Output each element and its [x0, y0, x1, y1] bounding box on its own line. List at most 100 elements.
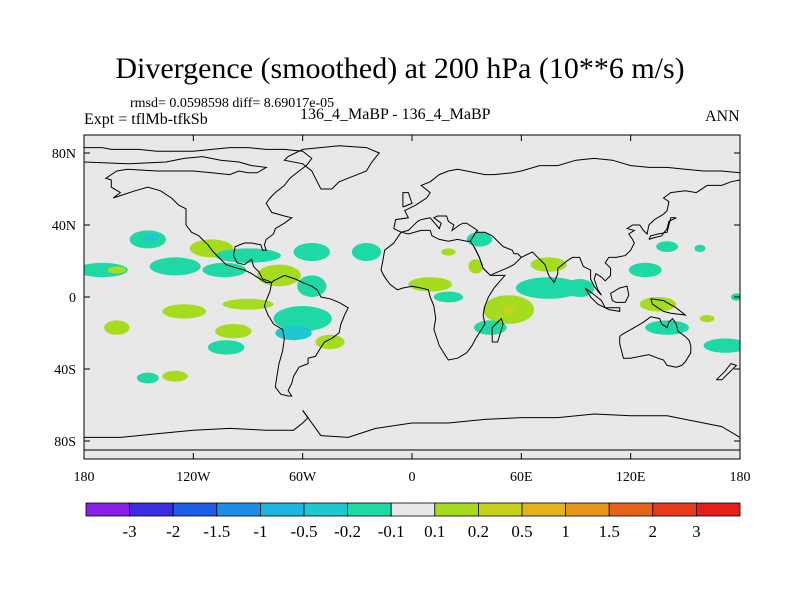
colorbar-label-9: 0.5 [511, 522, 532, 541]
contour-blob-9 [293, 243, 330, 261]
coastline-16 [584, 287, 607, 309]
coastline-19 [491, 317, 504, 343]
colorbar-label-8: 0.2 [468, 522, 489, 541]
season-label: ANN [705, 108, 740, 125]
contour-blob-38 [694, 244, 706, 252]
coastline-layer [84, 145, 740, 451]
colorbar-label-7: 0.1 [424, 522, 445, 541]
y-tick-label-4: 80S [54, 435, 76, 450]
coastline-17 [610, 285, 630, 303]
coastline-6 [473, 231, 523, 277]
x-axis: 180 120W 60W 0 60E 120E 180 [74, 135, 751, 485]
coastline-0 [84, 147, 313, 284]
colorbar-swatch-4 [259, 502, 305, 517]
contour-blob-15 [162, 304, 207, 319]
contour-blob-29 [473, 320, 507, 335]
contour-blob-22 [408, 277, 453, 292]
colorbar-swatch-14 [696, 502, 741, 517]
y-axis: 80N 40N 0 40S 80S [52, 147, 740, 450]
colorbar-label-0: -3 [123, 522, 137, 541]
colorbar-label-1: -2 [166, 522, 180, 541]
coastline-9 [84, 410, 309, 438]
contour-blob-17 [215, 324, 252, 339]
colorbar-label-6: -0.1 [378, 522, 405, 541]
chart-title: Divergence (smoothed) at 200 hPa (10**6 … [115, 52, 685, 85]
colorbar-label-13: 3 [692, 522, 701, 541]
y-tick-label-0: 80N [52, 147, 76, 162]
stats-line: rmsd= 0.0598598 diff= 8.69017e-05 [130, 96, 335, 111]
colorbar-label-5: -0.2 [334, 522, 361, 541]
contour-blob-23 [433, 291, 464, 303]
coastline-18 [650, 298, 688, 316]
coastline-2 [283, 145, 381, 190]
colorbar-swatch-13 [652, 502, 697, 517]
colorbar-swatch-8 [434, 502, 479, 517]
case-label: 136_4_MaBP - 136_4_MaBP [300, 106, 491, 123]
colorbar-label-11: 1.5 [599, 522, 620, 541]
contour-blob-40 [699, 315, 715, 323]
coastline-13 [648, 217, 677, 240]
contour-blob-26 [468, 259, 484, 274]
colorbar-swatch-7 [390, 502, 436, 517]
coastline-10 [302, 410, 740, 438]
contour-blob-18 [207, 340, 245, 355]
colorbar-swatch-0 [85, 502, 130, 517]
colorbar-label-2: -1.5 [203, 522, 230, 541]
contour-blob-31 [530, 257, 567, 272]
contour-blob-25 [441, 248, 456, 256]
colorbar-swatch-12 [608, 502, 654, 517]
x-tick-label-0: 180 [74, 470, 95, 485]
contour-blob-8 [257, 264, 301, 287]
coastline-4 [380, 229, 506, 361]
colorbar-swatch-10 [521, 502, 566, 517]
contour-blob-3 [215, 248, 281, 263]
colorbar-swatch-11 [565, 502, 610, 517]
y-tick-label-2: 0 [69, 291, 76, 306]
x-tick-label-4: 60E [510, 470, 533, 485]
coastline-8 [619, 316, 692, 368]
coastline-14 [715, 363, 738, 381]
contour-blob-20 [136, 372, 159, 384]
contour-blob-6 [149, 257, 201, 276]
contour-blob-35 [628, 262, 662, 278]
contour-blob-5 [107, 266, 126, 274]
colorbar-swatch-3 [216, 502, 261, 517]
contour-blob-32 [565, 279, 595, 297]
experiment-label: Expt = tflMb-tfkSb [84, 111, 208, 128]
contour-blob-21 [162, 370, 188, 382]
contour-blob-37 [656, 241, 679, 253]
contour-blob-28 [503, 305, 515, 315]
contour-blob-33 [639, 297, 677, 312]
colorbar-swatch-2 [172, 502, 218, 517]
contour-blob-30 [515, 277, 582, 299]
x-tick-label-1: 120W [176, 470, 211, 485]
colorbar-swatch-1 [129, 502, 174, 517]
contour-blob-36 [703, 338, 740, 353]
contour-blob-16 [104, 320, 130, 335]
contour-blob-10 [351, 243, 382, 261]
x-tick-label-3: 0 [409, 470, 416, 485]
contour-blob-1 [144, 233, 159, 243]
contour-blob-7 [202, 262, 247, 278]
x-tick-label-5: 120E [616, 470, 646, 485]
coastline-1 [263, 274, 349, 397]
y-tick-label-3: 40S [54, 363, 76, 378]
colorbar: -3 -2 -1.5 -1 -0.5 -0.2 -0.1 0.1 0.2 0.5 1 1.5 2 3 [85, 502, 741, 541]
colorbar-swatch-5 [303, 502, 348, 517]
colorbar-swatch-6 [347, 502, 392, 517]
colorbar-label-4: -0.5 [291, 522, 318, 541]
y-tick-label-1: 40N [52, 219, 76, 234]
contour-blob-12 [273, 306, 332, 332]
colorbar-label-12: 2 [649, 522, 658, 541]
contour-layer [84, 230, 740, 384]
contour-blob-14 [222, 298, 274, 310]
colorbar-label-3: -1 [253, 522, 267, 541]
colorbar-swatch-9 [477, 502, 523, 517]
coastline-3 [393, 157, 740, 233]
coastline-7 [521, 179, 740, 296]
coastline-15 [604, 307, 621, 312]
x-tick-label-6: 180 [730, 470, 751, 485]
contour-blob-19 [315, 334, 345, 350]
coastline-5 [400, 215, 479, 242]
